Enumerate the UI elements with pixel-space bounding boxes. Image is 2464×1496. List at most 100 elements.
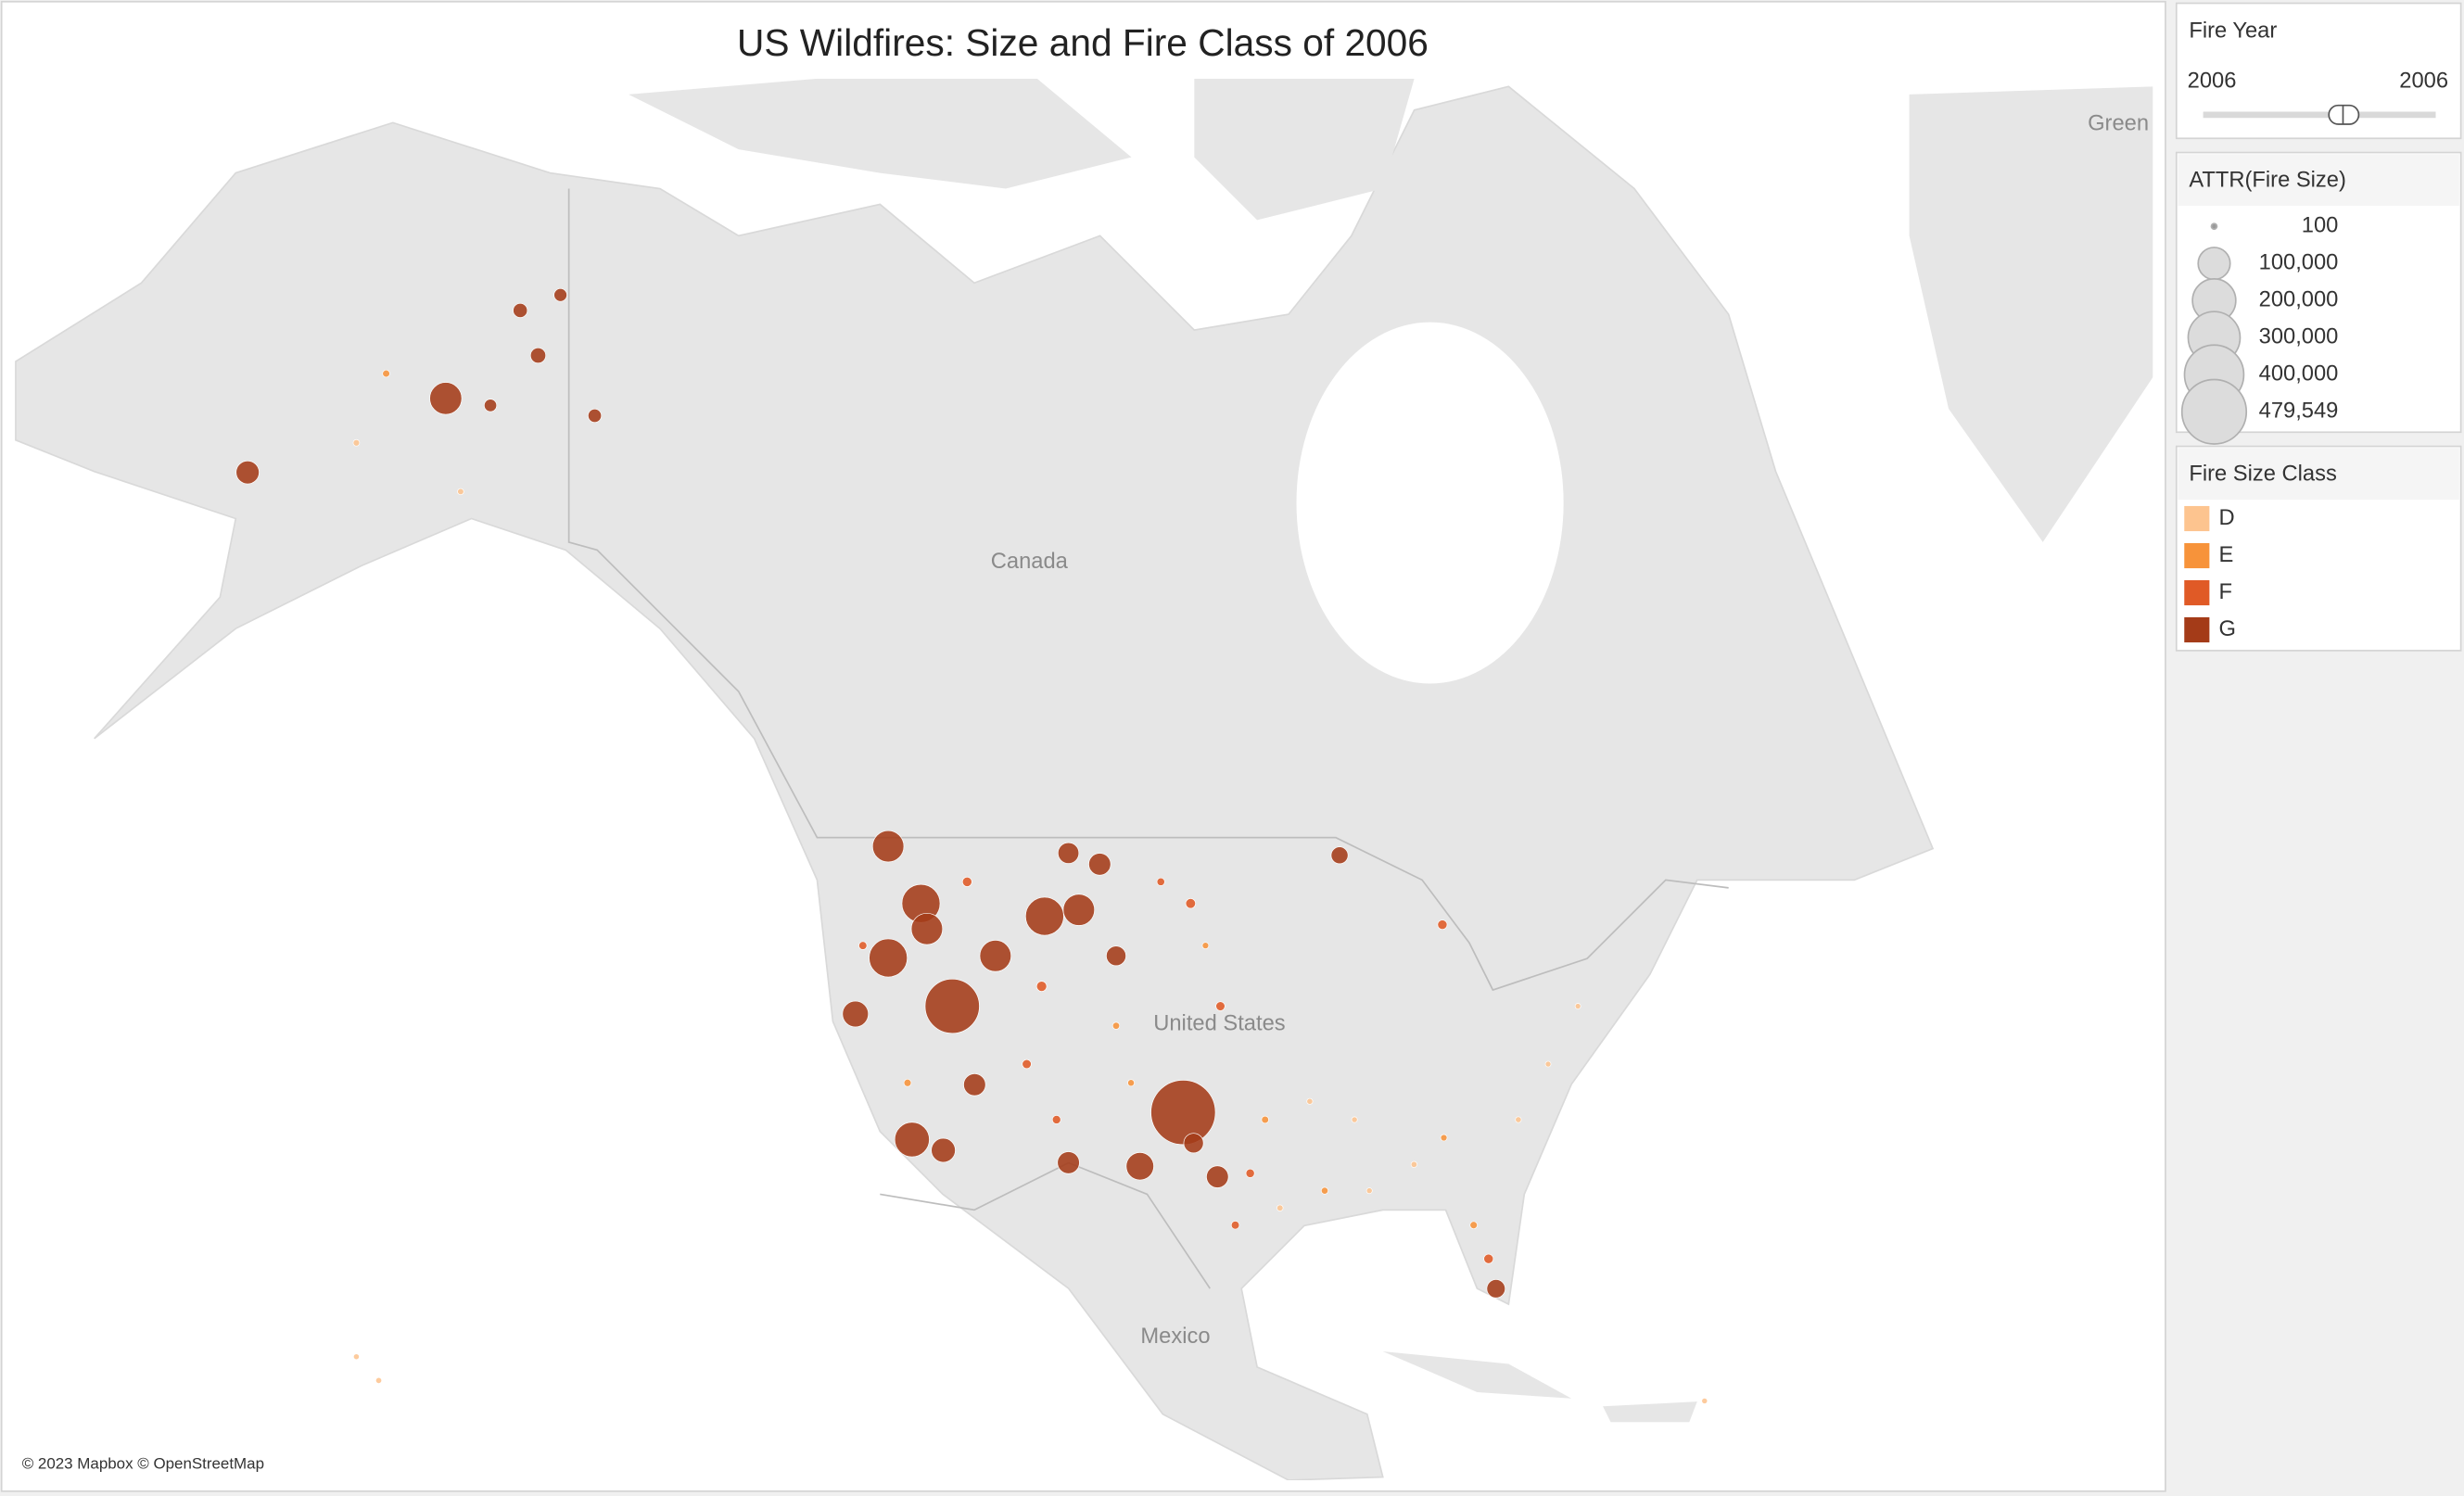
fire-point (457, 488, 464, 496)
fire-point (1062, 894, 1096, 926)
fire-point (1515, 1116, 1522, 1123)
fire-point (1156, 877, 1165, 886)
size-legend-label: 200,000 (2259, 287, 2339, 311)
fire-point (1150, 1080, 1216, 1146)
size-legend-label: 400,000 (2259, 361, 2339, 386)
size-legend-circle (2180, 378, 2248, 445)
greenland (1909, 86, 2153, 542)
fire-point (1483, 1253, 1494, 1264)
fire-point (382, 369, 390, 378)
caribbean (1382, 1350, 1697, 1423)
fire-point (1486, 1279, 1506, 1299)
fire-point (961, 876, 972, 887)
fire-point (513, 302, 528, 318)
fire-point (1330, 846, 1349, 865)
size-legend-label: 100,000 (2259, 250, 2339, 274)
fire-point (842, 1000, 870, 1028)
fire-point (235, 460, 260, 485)
fire-point (1106, 945, 1126, 967)
fire-point (910, 912, 944, 945)
place-label: Green (2088, 111, 2149, 135)
size-legend-circle (2197, 247, 2231, 281)
borders (567, 188, 1729, 992)
fire-point (1051, 1115, 1061, 1124)
fire-point (963, 1073, 986, 1097)
fire-point (1574, 1003, 1581, 1009)
fire-point (1111, 1021, 1121, 1030)
color-swatch (2184, 542, 2210, 569)
color-legend-title: Fire Size Class (2189, 462, 2336, 486)
filter-max: 2006 (2399, 70, 2448, 94)
fire-point (1035, 981, 1048, 992)
color-swatch (2184, 505, 2210, 532)
fire-point (1276, 1204, 1284, 1211)
fire-point (1024, 896, 1064, 936)
fire-points (235, 287, 1708, 1404)
fire-point (869, 938, 908, 978)
size-legend-label: 100 (2302, 213, 2339, 237)
fire-point (429, 382, 463, 415)
filter-title: Fire Year (2189, 19, 2277, 43)
size-legend-label: 300,000 (2259, 324, 2339, 349)
fire-point (858, 941, 868, 950)
fire-point (1469, 1221, 1478, 1230)
fire-point (1201, 942, 1210, 949)
fire-point (1127, 1079, 1135, 1087)
fire-point (1230, 1221, 1240, 1230)
fire-point (1701, 1398, 1708, 1404)
color-legend-label: F (2219, 580, 2233, 604)
fire-point (1183, 1133, 1204, 1154)
legend-header (2178, 154, 2459, 207)
fire-point (1320, 1186, 1329, 1195)
size-legend-title: ATTR(Fire Size) (2189, 168, 2346, 192)
fire-point (529, 347, 547, 364)
legend-header (2178, 448, 2459, 501)
fire-point (903, 1078, 912, 1087)
size-legend-items: 100 100,000 200,000 300,000 400,000 479,549 (2180, 213, 2339, 445)
color-swatch (2184, 579, 2210, 606)
fire-point (1215, 1001, 1226, 1011)
fire-point (1245, 1168, 1255, 1178)
size-legend-label: 479,549 (2259, 399, 2339, 424)
chart-title: US Wildfires: Size and Fire Class of 200… (737, 21, 1429, 64)
fire-point (375, 1376, 383, 1384)
color-legend-label: E (2219, 543, 2234, 567)
filter-min: 2006 (2188, 70, 2237, 94)
place-label: United States (1153, 1012, 1285, 1036)
color-swatch (2184, 616, 2210, 643)
fire-point (871, 830, 905, 863)
fire-point (1022, 1059, 1032, 1070)
fire-point (924, 978, 980, 1034)
fire-point (1437, 919, 1448, 931)
fire-point (1306, 1097, 1314, 1105)
place-label: Mexico (1140, 1325, 1210, 1349)
fire-point (588, 408, 603, 424)
map[interactable]: Canada United States Mexico Green © 2023… (12, 78, 2153, 1480)
fire-point (1057, 842, 1080, 864)
fire-point (1351, 1116, 1358, 1123)
fire-point (553, 287, 567, 302)
fire-point (1057, 1151, 1080, 1174)
size-legend-circle (2210, 222, 2218, 231)
fire-point (1544, 1060, 1552, 1068)
fire-point (352, 438, 361, 447)
fire-point (1365, 1187, 1373, 1195)
fire-point (894, 1122, 930, 1158)
fire-point (979, 940, 1012, 972)
fire-point (484, 399, 498, 412)
attribution: © 2023 Mapbox © OpenStreetMap (22, 1454, 264, 1472)
fire-point (1410, 1160, 1418, 1168)
color-legend-label: G (2219, 617, 2236, 641)
fire-point (352, 1353, 360, 1361)
fire-point (1088, 853, 1111, 876)
fire-point (1261, 1115, 1269, 1124)
color-legend-label: D (2219, 506, 2235, 530)
fire-point (1185, 898, 1196, 909)
fire-point (1125, 1152, 1154, 1181)
fire-point (1206, 1165, 1229, 1188)
hudson-bay (1296, 322, 1564, 684)
fire-point (1440, 1134, 1448, 1142)
